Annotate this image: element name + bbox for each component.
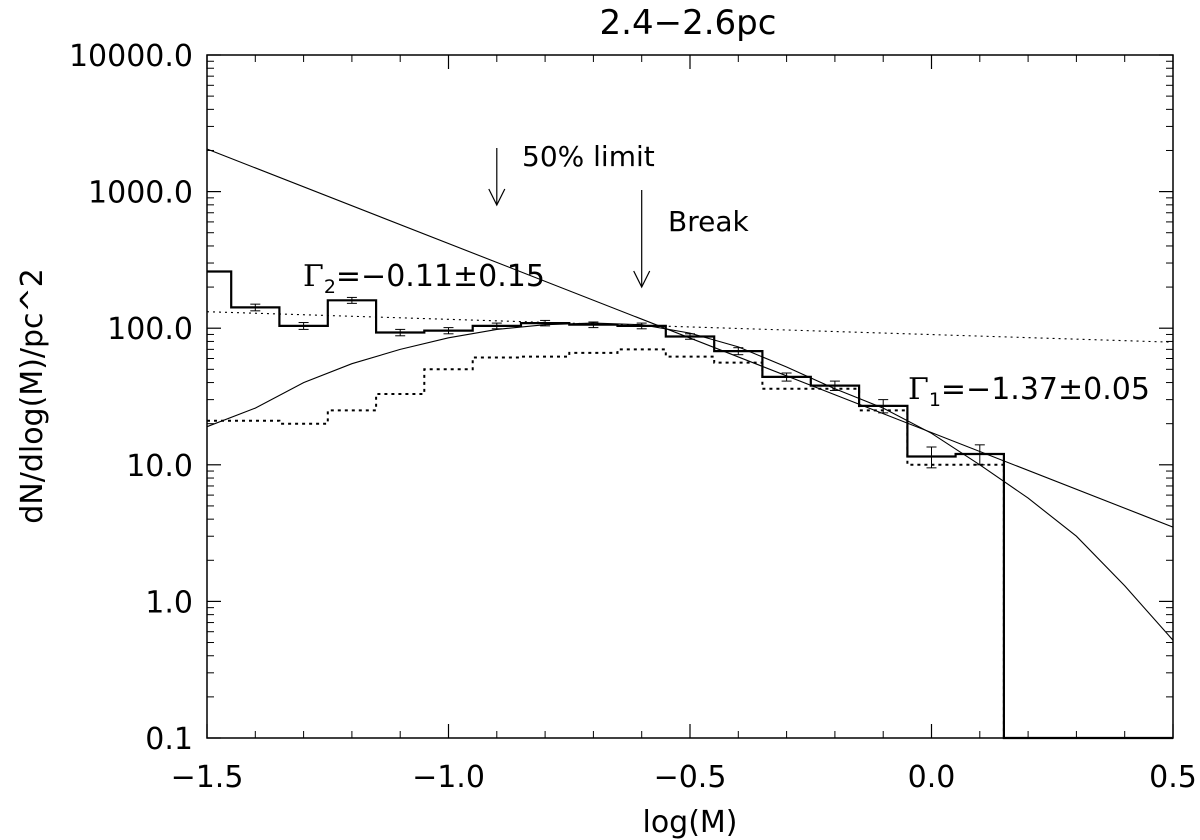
fit-curve-solid-lognormal (206, 322, 1174, 641)
y-tick-label: 1000.0 (88, 176, 193, 211)
fit-curve-solid-powerlaw (206, 148, 1174, 528)
histogram-dotted-series (207, 348, 1173, 739)
gamma1-label: Γ1=−1.37±0.05 (908, 372, 1150, 411)
y-tick-label: 0.1 (145, 722, 193, 757)
annotation-arrow-head (633, 270, 651, 289)
histogram-series (207, 270, 1173, 740)
x-axis-ticks: −1.5 −1.0 −0.5 0.0 0.5 (171, 55, 1197, 795)
fit-labels: Γ2=−0.11±0.15 Γ1=−1.37±0.05 (303, 259, 1150, 411)
fit-curve-dotted-powerlaw (206, 311, 1174, 343)
error-bars (250, 296, 985, 469)
y-axis-label: dN/dlog(M)/pc^2 (15, 268, 50, 524)
annotation-break: Break (668, 205, 749, 238)
x-axis-label: log(M) (642, 805, 737, 840)
y-tick-label: 1.0 (145, 585, 193, 620)
y-tick-label: 10.0 (126, 449, 193, 484)
histogram-solid-series (207, 270, 1173, 740)
chart-title: 2.4−2.6pc (600, 3, 777, 43)
annotations: 50% limit Break (488, 140, 749, 289)
gamma2-label: Γ2=−0.11±0.15 (303, 259, 545, 298)
fit-curves (206, 148, 1174, 641)
y-tick-label: 100.0 (107, 312, 193, 347)
y-tick-label: 10000.0 (69, 39, 193, 74)
x-tick-label: 0.5 (1149, 760, 1197, 795)
x-tick-label: −1.5 (171, 760, 244, 795)
annotation-arrow-head (488, 188, 506, 207)
annotation-50pct-limit: 50% limit (522, 140, 655, 173)
x-tick-label: −0.5 (654, 760, 727, 795)
x-tick-label: 0.0 (908, 760, 956, 795)
x-tick-label: −1.0 (412, 760, 485, 795)
